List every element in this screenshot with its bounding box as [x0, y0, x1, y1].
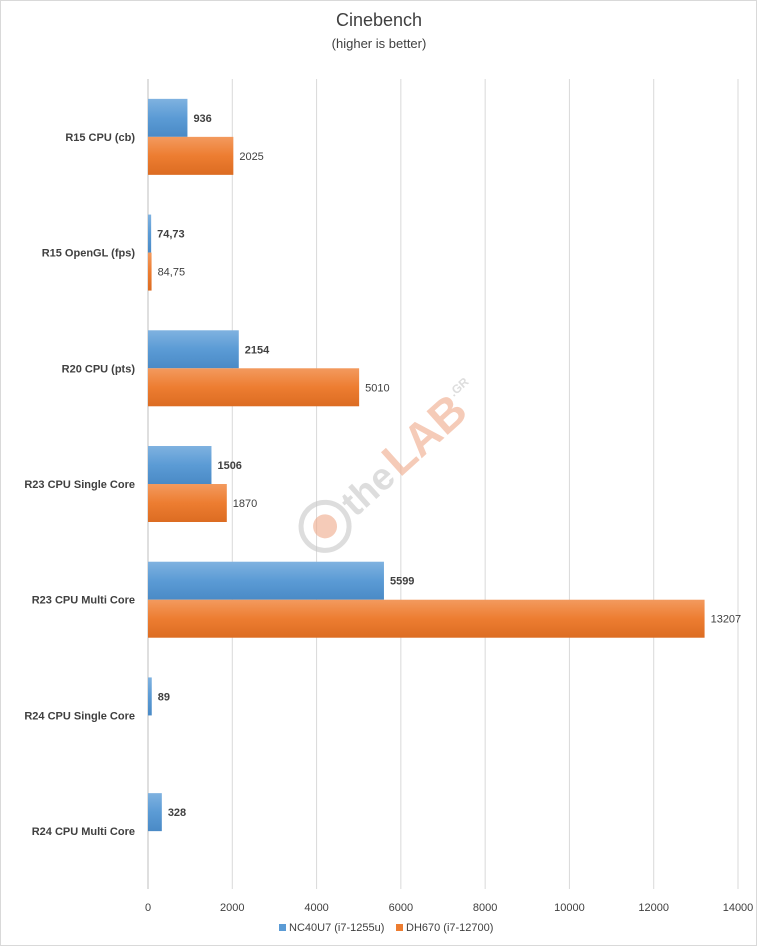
x-tick-label: 10000: [554, 902, 585, 914]
bar-series-2: [148, 484, 227, 522]
x-tick-label: 2000: [220, 902, 244, 914]
data-label: 5599: [390, 576, 414, 588]
category-labels: R15 CPU (cb) R15 OpenGL (fps) R20 CPU (pts…: [24, 132, 135, 838]
data-label: 1506: [217, 460, 241, 472]
x-tick-label: 8000: [473, 902, 497, 914]
x-tick-label: 12000: [638, 902, 669, 914]
data-label: 1870: [233, 498, 257, 510]
x-tick-label: 14000: [723, 902, 754, 914]
category-label: R23 CPU Multi Core: [32, 595, 135, 607]
bar-series-2: [148, 252, 152, 291]
bar-series-2: [148, 368, 360, 407]
chart-subtitle: (higher is better): [332, 36, 427, 51]
data-label: 328: [168, 807, 186, 819]
category-label: R20 CPU (pts): [62, 363, 136, 375]
bars: [148, 98, 705, 832]
legend: NC40U7 (i7-1255u) DH670 (i7-12700): [279, 922, 493, 934]
data-label: 74,73: [157, 229, 185, 241]
watermark-logo-icon: [298, 499, 352, 553]
category-label: R15 CPU (cb): [65, 132, 135, 144]
x-tick-label: 6000: [389, 902, 413, 914]
x-tick-label: 0: [145, 902, 151, 914]
data-label: 2025: [239, 151, 263, 163]
data-label: 84,75: [158, 267, 186, 279]
category-label: R24 CPU Multi Core: [32, 826, 135, 838]
gridlines: [147, 79, 739, 889]
legend-swatch: [279, 924, 286, 931]
bar-series-1: [148, 98, 188, 137]
legend-swatch: [396, 924, 403, 931]
bar-series-1: [148, 330, 239, 369]
category-label: R23 CPU Single Core: [24, 479, 135, 491]
data-label: 13207: [711, 614, 742, 626]
bar-series-1: [148, 793, 162, 832]
bar-series-1: [148, 561, 384, 600]
data-label: 2154: [245, 344, 270, 356]
watermark-logo-dot: [313, 514, 338, 539]
chart-title: Cinebench: [336, 10, 422, 30]
bar-series-1: [148, 214, 152, 253]
bar-series-1: [148, 677, 152, 716]
bar-series-2: [148, 136, 234, 175]
category-label: R15 OpenGL (fps): [42, 248, 136, 260]
data-label: 5010: [365, 382, 389, 394]
bar-series-1: [148, 446, 212, 484]
bar-series-2: [148, 599, 705, 638]
data-label: 89: [158, 691, 170, 703]
legend-label: NC40U7 (i7-1255u): [289, 922, 384, 934]
data-label: 936: [193, 113, 211, 125]
value-labels: 936 2025 74,73 84,75 2154 5010 1506 1870 5599 132…: [157, 113, 741, 819]
legend-label: DH670 (i7-12700): [406, 922, 493, 934]
category-label: R24 CPU Single Core: [24, 710, 135, 722]
x-tick-labels: 0 2000 4000 6000 8000 10000 12000 14000: [145, 902, 753, 914]
x-tick-label: 4000: [304, 902, 328, 914]
